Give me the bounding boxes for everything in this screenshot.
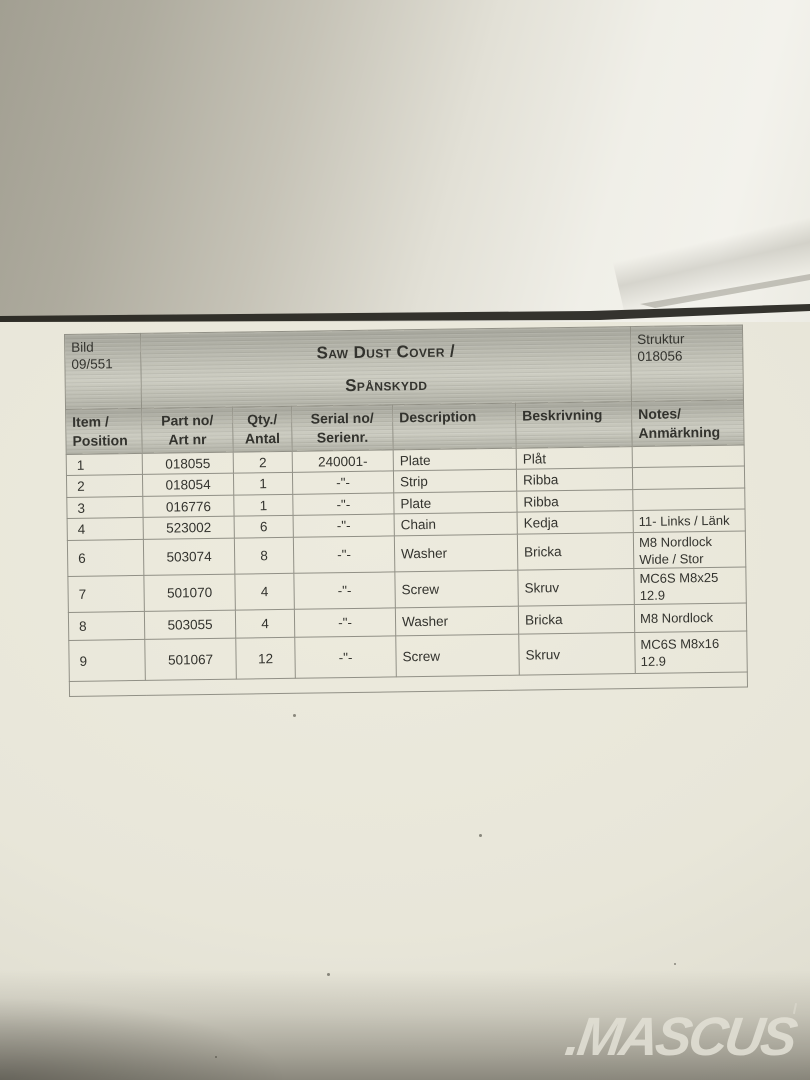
cell-description: Plate [393, 448, 517, 471]
cell-qty: 4 [234, 573, 295, 611]
col-header-beskrivning-line1: Beskrivning [522, 406, 603, 424]
col-header-item: Item / Position [65, 408, 143, 455]
col-header-notes: Notes/ Anmärkning [631, 400, 745, 447]
cell-notes: MC6S M8x16 12.9 [634, 630, 748, 674]
cell-qty: 12 [235, 637, 296, 680]
cell-notes [632, 445, 745, 468]
document-title-cell: Saw Dust Cover / Spånskydd [140, 326, 632, 409]
paper-speck [674, 963, 676, 965]
cell-partno: 016776 [142, 495, 235, 518]
bottom-left-corner-shadow [0, 990, 340, 1080]
cell-beskrivning: Kedja [517, 510, 634, 535]
col-header-qty-line2: Antal [244, 429, 281, 447]
col-header-serial-line1: Serial no/ [310, 409, 374, 427]
bild-label: Bild [71, 339, 94, 355]
title-row: Bild 09/551 Saw Dust Cover / Spånskydd S… [64, 325, 744, 410]
cell-beskrivning: Plåt [516, 446, 633, 470]
col-header-beskrivning: Beskrivning [515, 401, 633, 449]
bottom-edge-shadow [0, 970, 810, 1080]
cell-serial: 240001- [292, 449, 394, 473]
cell-beskrivning: Bricka [518, 604, 635, 635]
cell-qty: 6 [234, 515, 294, 539]
paper-speck [293, 714, 296, 717]
mascus-watermark: .MASCUS [561, 1007, 799, 1067]
cell-item: 1 [66, 453, 143, 476]
cell-notes: 11- Links / Länk [633, 509, 746, 533]
cell-beskrivning: Ribba [516, 467, 633, 492]
col-header-item-line1: Item / [72, 413, 109, 430]
cell-serial: -"- [293, 535, 395, 574]
col-header-serial-line2: Serienr. [316, 428, 369, 446]
sheet-gap-shadow [0, 274, 810, 322]
col-header-notes-line2: Anmärkning [638, 423, 721, 441]
cell-description: Strip [393, 469, 517, 493]
cell-description: Chain [394, 512, 518, 536]
parts-table-wrap: Bild 09/551 Saw Dust Cover / Spånskydd S… [64, 325, 748, 697]
struktur-value: 018056 [637, 348, 683, 364]
paper-speck [479, 834, 482, 837]
cell-notes: MC6S M8x25 12.9 [633, 567, 747, 605]
bild-cell: Bild 09/551 [64, 333, 142, 410]
col-header-qty: Qty./ Antal [232, 406, 293, 453]
bild-value: 09/551 [71, 356, 113, 372]
cell-serial: -"- [293, 571, 396, 610]
cell-notes [632, 466, 745, 490]
cell-notes: M8 Nordlock Wide / Stor [633, 531, 746, 569]
cell-item: 8 [68, 611, 145, 641]
cell-qty: 1 [233, 494, 294, 517]
cell-partno: 018055 [142, 452, 234, 475]
cell-item: 2 [66, 474, 143, 498]
col-header-qty-line1: Qty./ [247, 411, 278, 428]
col-header-partno-line2: Art nr [168, 431, 207, 448]
cell-notes: M8 Nordlock [634, 602, 747, 633]
cell-description: Plate [393, 491, 518, 514]
cell-beskrivning: Skruv [518, 632, 636, 676]
cell-beskrivning: Bricka [517, 532, 634, 571]
cell-partno: 018054 [142, 473, 234, 497]
col-header-partno-line1: Part no/ [161, 411, 214, 429]
cell-description: Screw [395, 634, 520, 677]
cell-beskrivning: Ribba [516, 489, 634, 513]
parts-table: Bild 09/551 Saw Dust Cover / Spånskydd S… [64, 325, 748, 697]
cell-serial: -"- [294, 607, 396, 638]
cell-beskrivning: Skruv [517, 568, 635, 607]
cell-partno: 523002 [143, 516, 235, 540]
cell-partno: 501070 [143, 574, 236, 612]
cell-qty: 1 [233, 472, 293, 496]
cell-item: 3 [66, 496, 144, 519]
cell-item: 4 [67, 517, 144, 541]
document-title-line2: Spånskydd [344, 374, 428, 396]
cell-qty: 2 [233, 451, 293, 474]
cell-serial: -"- [293, 513, 395, 538]
cell-description: Screw [394, 570, 519, 608]
cell-description: Washer [395, 606, 519, 636]
cell-qty: 4 [235, 609, 295, 639]
struktur-label: Struktur [637, 331, 685, 347]
cell-partno: 503055 [144, 610, 236, 640]
cell-item: 7 [67, 575, 145, 613]
cell-partno: 501067 [144, 638, 237, 681]
col-header-notes-line1: Notes/ [638, 405, 682, 422]
cell-partno: 503074 [143, 538, 235, 576]
col-header-item-line2: Position [72, 432, 128, 449]
col-header-serial: Serial no/ Serienr. [291, 404, 394, 452]
col-header-description-line1: Description [399, 408, 477, 426]
col-header-partno: Part no/ Art nr [141, 407, 234, 454]
cell-item: 9 [68, 639, 146, 682]
cell-notes [632, 488, 746, 511]
cell-serial: -"- [292, 470, 394, 495]
cell-item: 6 [67, 539, 144, 577]
cell-serial: -"- [294, 635, 397, 679]
cell-description: Washer [394, 534, 518, 572]
cell-qty: 8 [234, 537, 294, 575]
cell-serial: -"- [292, 492, 395, 516]
col-header-description: Description [392, 403, 517, 450]
struktur-cell: Struktur 018056 [630, 325, 744, 402]
upper-paper-sheet [0, 0, 810, 322]
